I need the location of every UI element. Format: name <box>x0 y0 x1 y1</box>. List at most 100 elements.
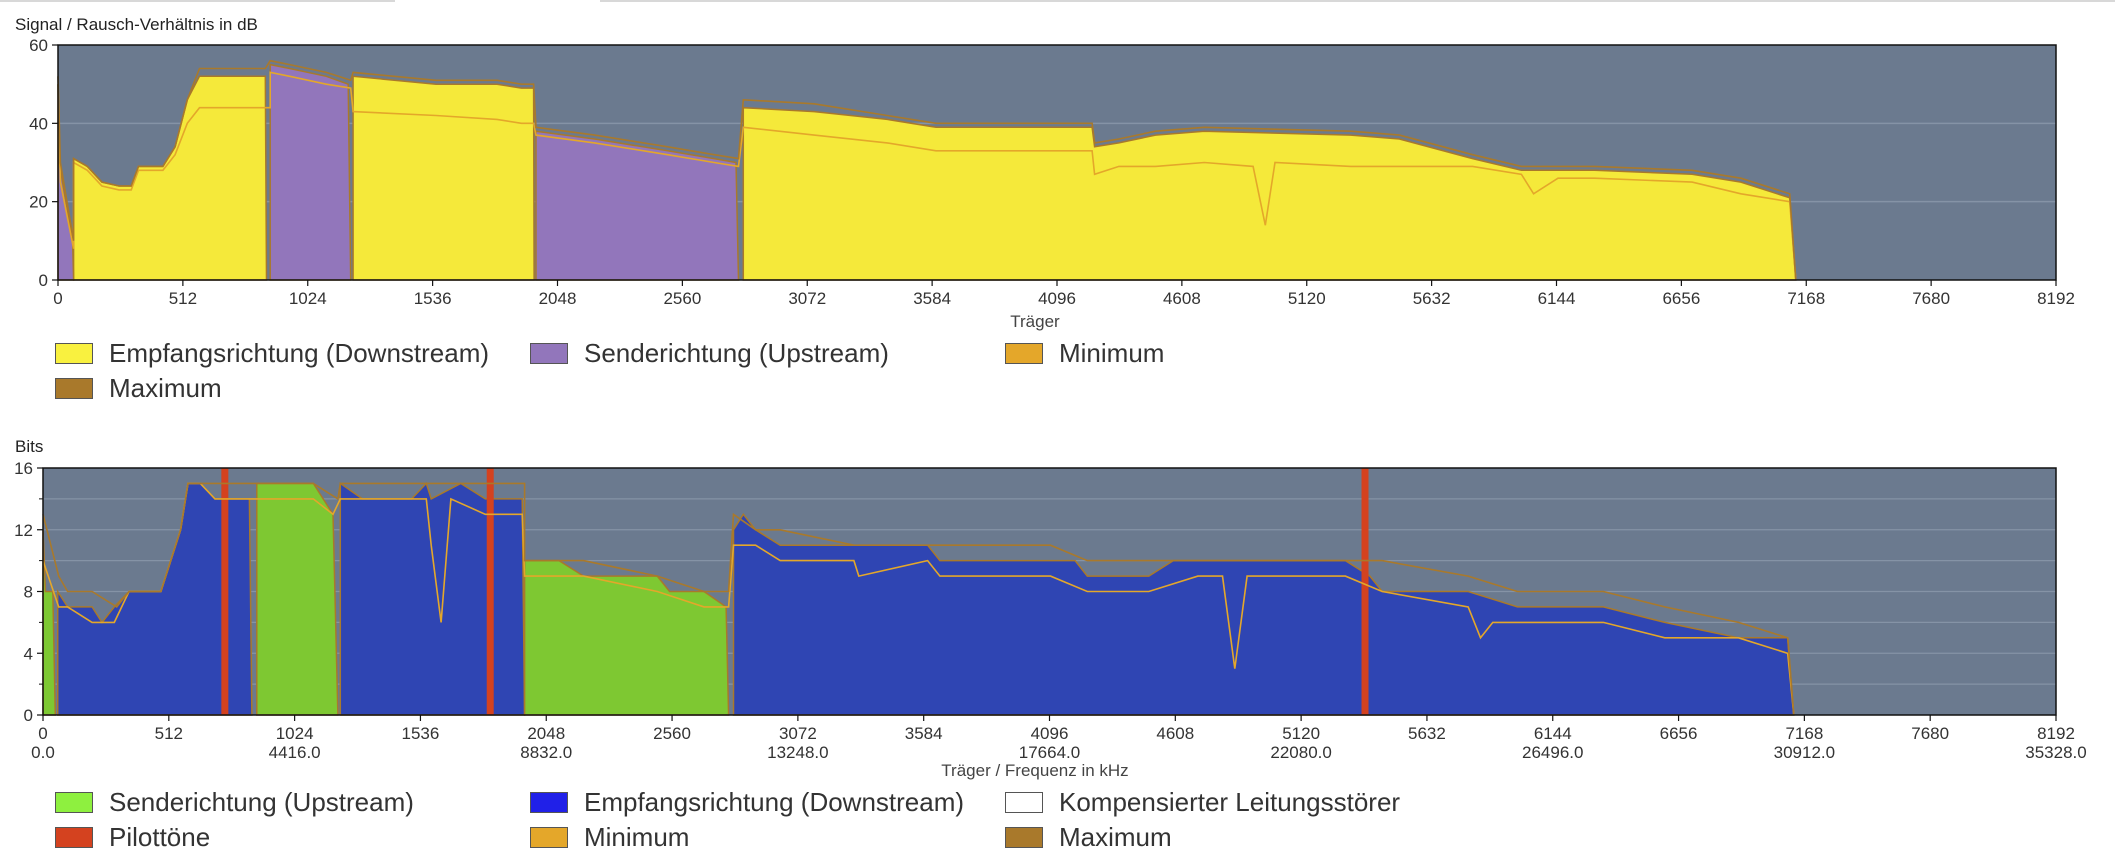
bits-x-tick-label: 7168 <box>1785 724 1823 743</box>
bits-x-tick-label: 0 <box>38 724 47 743</box>
bits-freq-tick-label: 35328.0 <box>2025 743 2086 762</box>
bits-x-tick-label: 4608 <box>1156 724 1194 743</box>
chart2-title: Bits <box>15 437 43 456</box>
bits-freq-tick-label: 0.0 <box>31 743 55 762</box>
snr-x-tick-label: 512 <box>169 289 197 308</box>
snr-x-tick-label: 3584 <box>913 289 951 308</box>
snr-x-tick-label: 7168 <box>1787 289 1825 308</box>
bits-freq-tick-label: 4416.0 <box>269 743 321 762</box>
chart2-legend-minimum-swatch <box>530 827 568 848</box>
chart2-legend-compensated-swatch <box>1005 792 1043 813</box>
chart2-x-axis-label: Träger / Frequenz in kHz <box>941 761 1128 780</box>
bits-y-tick-label: 16 <box>14 459 33 478</box>
snr-x-tick-label: 5120 <box>1288 289 1326 308</box>
chart1-title: Signal / Rausch-Verhältnis in dB <box>15 15 258 34</box>
bits-x-tick-label: 1536 <box>402 724 440 743</box>
bits-x-tick-label: 5120 <box>1282 724 1320 743</box>
snr-x-tick-label: 7680 <box>1912 289 1950 308</box>
chart2-legend-downstream-label: Empfangsrichtung (Downstream) <box>584 787 965 817</box>
bits-freq-tick-label: 30912.0 <box>1774 743 1835 762</box>
bits-x-tick-label: 2560 <box>653 724 691 743</box>
snr-series-snr_down-area <box>352 75 535 281</box>
bits-series-bits_up-area <box>256 482 339 716</box>
bits-x-tick-label: 5632 <box>1408 724 1446 743</box>
bits-x-tick-label: 2048 <box>527 724 565 743</box>
snr-series-maximum-line <box>57 59 1797 281</box>
bits-x-tick-label: 6656 <box>1660 724 1698 743</box>
chart1-legend-minimum-swatch <box>1005 343 1043 364</box>
chart1-legend-maximum-swatch <box>55 378 93 399</box>
bits-x-tick-label: 4096 <box>1031 724 1069 743</box>
chart1-legend-minimum-label: Minimum <box>1059 338 1165 368</box>
snr-series-snr_up-area <box>269 63 352 281</box>
bits-y-tick-label: 12 <box>14 521 33 540</box>
bits-y-tick-label: 0 <box>24 706 33 725</box>
snr-x-tick-label: 0 <box>53 289 62 308</box>
bits-x-tick-label: 7680 <box>1911 724 1949 743</box>
chart2-legend-pilot-swatch <box>55 827 93 848</box>
top-divider-left <box>0 0 395 2</box>
chart2-legend-minimum-label: Minimum <box>584 822 690 852</box>
chart1-legend-maximum-label: Maximum <box>109 373 222 403</box>
snr-x-tick-label: 4096 <box>1038 289 1076 308</box>
chart2-legend-maximum-label: Maximum <box>1059 822 1172 852</box>
bits-x-tick-label: 3584 <box>905 724 943 743</box>
snr-x-tick-label: 8192 <box>2037 289 2075 308</box>
bits-y-tick-label: 4 <box>24 644 33 663</box>
bits-x-tick-label: 8192 <box>2037 724 2075 743</box>
snr-x-tick-label: 2560 <box>663 289 701 308</box>
chart2-legend-compensated: Kompensierter Leitungsstörer <box>1005 787 1400 818</box>
snr-x-tick-label: 2048 <box>539 289 577 308</box>
chart1-legend-minimum: Minimum <box>1005 338 1164 369</box>
chart2-legend-compensated-label: Kompensierter Leitungsstörer <box>1059 787 1401 817</box>
bits-freq-tick-label: 22080.0 <box>1270 743 1331 762</box>
bits-pilot-tone-bar <box>486 468 494 715</box>
chart1-legend-downstream-label: Empfangsrichtung (Downstream) <box>109 338 490 368</box>
bits-y-tick-label: 8 <box>24 583 33 602</box>
chart2-legend-upstream-label: Senderichtung (Upstream) <box>109 787 414 817</box>
snr-series-minimum-line <box>57 71 1797 281</box>
chart1-legend-downstream: Empfangsrichtung (Downstream) <box>55 338 489 369</box>
snr-x-tick-label: 3072 <box>788 289 826 308</box>
snr-series-snr_up-area <box>535 130 740 281</box>
bits-series-bits_down-area <box>339 481 526 716</box>
chart1-legend-downstream-swatch <box>55 343 93 364</box>
bits-x-tick-label: 6144 <box>1534 724 1572 743</box>
chart2-legend-maximum-swatch <box>1005 827 1043 848</box>
chart2-legend-pilot: Pilottöne <box>55 822 210 853</box>
snr-y-tick-label: 60 <box>29 36 48 55</box>
snr-x-tick-label: 6144 <box>1538 289 1576 308</box>
snr-x-tick-label: 5632 <box>1413 289 1451 308</box>
chart2-legend-maximum: Maximum <box>1005 822 1172 853</box>
bits-x-tick-label: 1024 <box>276 724 314 743</box>
chart2-legend-upstream: Senderichtung (Upstream) <box>55 787 414 818</box>
snr-x-tick-label: 6656 <box>1662 289 1700 308</box>
chart1-x-axis-label: Träger <box>1010 312 1060 331</box>
chart1-legend-upstream-swatch <box>530 343 568 364</box>
bits-freq-tick-label: 13248.0 <box>767 743 828 762</box>
snr-x-tick-label: 1024 <box>289 289 327 308</box>
bits-series-maximum-line <box>42 482 1795 716</box>
bits-freq-tick-label: 17664.0 <box>1019 743 1080 762</box>
chart2-legend-upstream-swatch <box>55 792 93 813</box>
chart1-legend-maximum: Maximum <box>55 373 222 404</box>
chart2-legend-downstream-swatch <box>530 792 568 813</box>
snr-y-tick-label: 0 <box>39 271 48 290</box>
snr-x-tick-label: 4608 <box>1163 289 1201 308</box>
bits-pilot-tone-bar <box>221 468 229 715</box>
bits-freq-tick-label: 26496.0 <box>1522 743 1583 762</box>
bits-x-tick-label: 512 <box>155 724 183 743</box>
bits-freq-tick-label: 8832.0 <box>520 743 572 762</box>
chart2-legend-pilot-label: Pilottöne <box>109 822 211 852</box>
chart1-legend-upstream-label: Senderichtung (Upstream) <box>584 338 889 368</box>
snr-y-tick-label: 40 <box>29 114 48 133</box>
chart2-legend-downstream: Empfangsrichtung (Downstream) <box>530 787 964 818</box>
top-divider-right <box>600 0 2115 2</box>
bits-pilot-tone-bar <box>1361 468 1369 715</box>
snr-y-tick-label: 20 <box>29 193 48 212</box>
snr-x-tick-label: 1536 <box>414 289 452 308</box>
chart2-legend-minimum: Minimum <box>530 822 689 853</box>
bits-x-tick-label: 3072 <box>779 724 817 743</box>
chart1-legend-upstream: Senderichtung (Upstream) <box>530 338 889 369</box>
